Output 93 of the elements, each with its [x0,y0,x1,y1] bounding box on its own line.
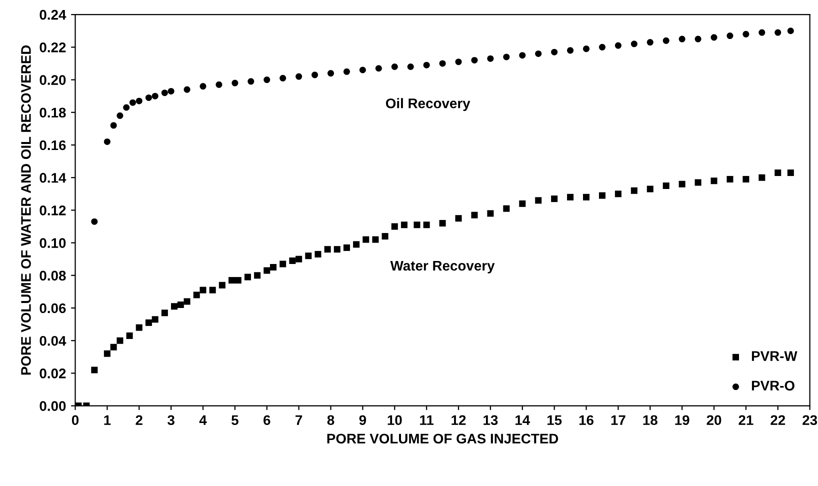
point [91,218,98,225]
x-tick-label: 15 [547,415,562,426]
y-tick-label: 0.06 [40,303,66,314]
point [110,122,117,129]
point [161,90,168,96]
point [519,52,526,59]
annotation: Water Recovery [390,260,495,274]
x-tick-label: 2 [136,415,142,425]
point [152,92,158,100]
x-tick-label: 3 [168,415,174,426]
x-tick-label: 14 [516,415,530,425]
point [123,104,130,111]
x-tick-label: 4 [199,415,207,425]
point [145,94,152,101]
x-tick-label: 13 [484,415,498,426]
point [726,32,734,40]
point [343,68,350,75]
y-tick-label: 0.14 [40,172,66,183]
point [168,88,174,94]
x-tick-label: 20 [706,415,722,426]
point [129,99,136,106]
x-tick-label: 23 [802,415,818,426]
point [551,48,558,56]
point [503,54,510,60]
point [710,34,718,41]
point [312,72,318,78]
x-tick-label: 17 [611,415,626,425]
point [104,138,110,145]
x-tick-label: 9 [359,415,366,426]
x-tick-label: 19 [675,415,690,426]
x-tick-label: 0 [72,415,79,426]
x-tick-label: 11 [420,415,434,425]
point [439,60,446,67]
legend-label: PVR-W [752,351,798,361]
point [630,40,638,48]
x-tick-label: 5 [232,415,238,426]
x-tick-label: 12 [452,415,466,425]
legend-label: PVR-O [752,380,794,391]
x-tick-label: 16 [579,415,594,426]
point [375,65,382,72]
x-tick-label: 22 [770,415,786,425]
y-tick-label: 0.16 [40,140,66,150]
y-tick-label: 0.08 [40,270,66,281]
point [391,63,398,70]
x-tick-label: 10 [388,415,402,426]
point [662,37,670,44]
point [232,80,238,86]
point [583,46,590,52]
x-tick-label: 6 [264,415,270,426]
y-tick-label: 0.22 [40,42,66,52]
point [296,73,302,80]
y-tick-label: 0.18 [40,108,66,118]
y-tick-label: 0.02 [40,368,66,378]
x-tick-label: 8 [327,415,334,426]
point [567,47,574,54]
y-tick-label: 0.20 [40,75,66,85]
x-tick-label: 21 [738,415,754,425]
y-tick-label: 0.04 [40,336,66,346]
point [359,66,366,74]
point [200,83,206,90]
y-tick-label: 0.00 [40,401,66,411]
y-tick-label: 0.12 [40,206,66,216]
point [646,39,654,46]
y-tick-label: 0.24 [40,10,66,20]
x-tick-label: 1 [104,415,111,425]
point [535,50,542,57]
point [248,78,254,85]
point [471,56,478,64]
x-tick-label: 18 [643,415,658,426]
annotation: Oil Recovery [386,98,470,112]
point [678,36,686,42]
y-tick-label: 0.10 [40,238,66,248]
point [280,74,286,82]
point [455,58,462,66]
point [116,112,124,119]
y-axis-title: PORE VOLUME OF WATER AND OIL RECOVERED [21,45,31,375]
point [264,76,270,84]
point [774,29,782,36]
point [742,30,750,38]
point [758,29,766,36]
point [787,28,794,34]
point [487,55,494,62]
point [694,36,702,42]
x-tick-label: 7 [296,415,302,425]
point [407,63,414,70]
point [423,62,430,68]
point [136,98,142,104]
point [216,81,222,88]
point [614,42,622,49]
x-axis-title: PORE VOLUME OF GAS INJECTED [327,434,558,444]
point [184,86,190,93]
point [598,44,606,50]
point [328,70,334,77]
